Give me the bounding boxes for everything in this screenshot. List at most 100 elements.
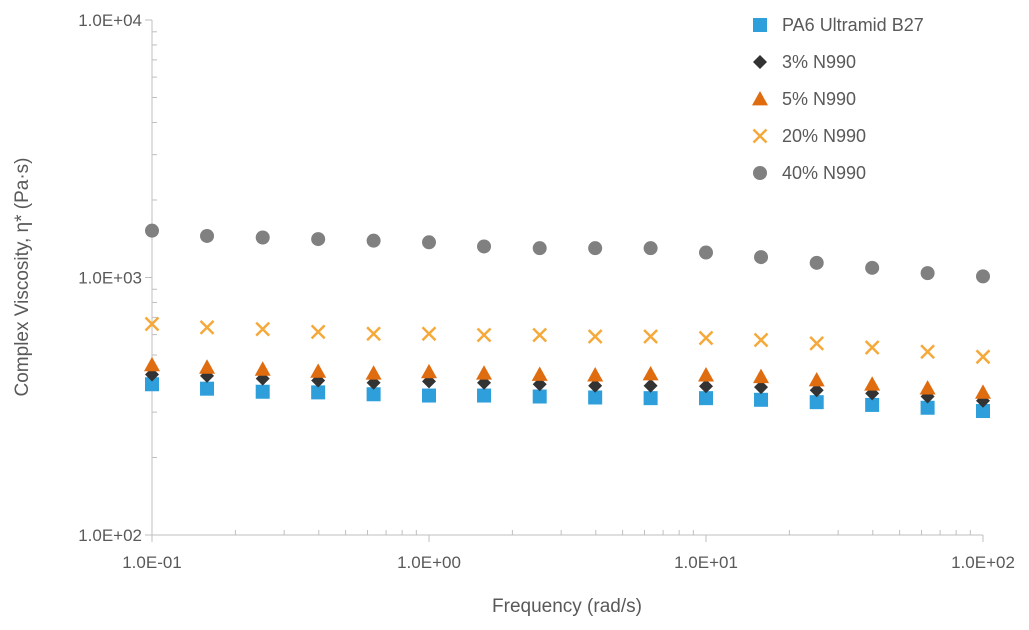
axes	[145, 19, 984, 542]
y-tick-label: 1.0E+02	[78, 526, 142, 545]
data-point	[643, 391, 658, 406]
data-point	[531, 366, 548, 381]
x-tick-label: 1.0E-01	[122, 553, 182, 572]
legend-marker	[753, 18, 767, 32]
data-point	[699, 379, 713, 394]
data-point	[642, 365, 659, 381]
series-0	[145, 377, 990, 419]
legend-marker	[752, 91, 768, 106]
data-point	[532, 389, 547, 404]
data-point	[311, 232, 326, 247]
legend-marker	[753, 55, 767, 69]
data-point	[254, 361, 271, 376]
x-tick-label: 1.0E+00	[397, 553, 461, 572]
data-point	[421, 363, 437, 379]
data-point	[144, 316, 160, 332]
data-point	[144, 356, 160, 372]
data-point	[643, 241, 658, 256]
data-point	[200, 228, 215, 243]
data-point	[976, 269, 990, 284]
legend-label: 3% N990	[782, 52, 856, 72]
series-1	[145, 367, 990, 408]
series-4	[145, 223, 990, 284]
data-point	[809, 335, 825, 351]
data-point	[532, 241, 547, 256]
data-point	[255, 321, 271, 337]
data-point	[975, 384, 991, 399]
data-point	[476, 365, 493, 380]
legend-marker	[752, 128, 768, 144]
data-point	[476, 327, 492, 343]
data-point	[865, 397, 880, 412]
data-point	[865, 260, 880, 275]
data-point	[532, 327, 548, 343]
legend-entry: 40% N990	[753, 163, 866, 183]
x-axis-title: Frequency (rad/s)	[492, 596, 642, 617]
data-point	[200, 381, 215, 396]
data-point	[754, 392, 769, 407]
data-point	[643, 329, 658, 344]
data-point	[864, 340, 880, 355]
data-point	[809, 395, 824, 410]
y-tick-label: 1.0E+04	[78, 11, 142, 30]
data-point	[809, 255, 824, 270]
data-point	[587, 329, 603, 344]
data-point	[753, 368, 770, 384]
data-point	[422, 388, 436, 403]
data-marks	[144, 223, 991, 419]
data-point	[976, 404, 990, 419]
data-point	[199, 359, 216, 374]
series-2	[144, 356, 991, 399]
x-tick-label: 1.0E+01	[674, 553, 738, 572]
legend-entry: 20% N990	[752, 126, 866, 146]
data-point	[698, 330, 714, 346]
data-point	[477, 239, 492, 254]
data-point	[477, 388, 492, 403]
data-point	[588, 241, 603, 256]
data-point	[145, 223, 159, 238]
data-point	[699, 391, 713, 406]
data-point	[311, 385, 326, 400]
data-point	[366, 326, 381, 342]
legend-label: 5% N990	[782, 89, 856, 109]
data-point	[643, 378, 658, 393]
data-point	[310, 324, 326, 340]
data-point	[753, 332, 769, 348]
legend-entry: PA6 Ultramid B27	[753, 15, 924, 35]
data-point	[864, 376, 881, 391]
y-axis-title: Complex Viscosity, η* (Pa·s)	[12, 158, 33, 397]
data-point	[754, 380, 769, 395]
data-point	[422, 235, 436, 250]
data-point	[920, 344, 935, 360]
data-point	[809, 383, 824, 398]
data-point	[919, 380, 936, 395]
legend-entry: 3% N990	[753, 52, 856, 72]
data-point	[310, 363, 327, 378]
data-point	[199, 320, 215, 335]
data-point	[920, 400, 935, 415]
data-point	[421, 326, 437, 342]
data-point	[145, 377, 159, 392]
legend-entry: 5% N990	[752, 89, 856, 109]
data-point	[699, 245, 713, 260]
data-point	[366, 387, 381, 402]
data-point	[255, 230, 270, 245]
data-point	[920, 266, 935, 281]
tick-labels: 1.0E+02 1.0E+03 1.0E+04 1.0E-01 1.0E+00 1.0E+…	[78, 11, 1015, 572]
legend-marker	[753, 166, 767, 180]
data-point	[366, 233, 381, 248]
legend-label: 40% N990	[782, 163, 866, 183]
y-tick-label: 1.0E+03	[78, 269, 142, 288]
legend-label: PA6 Ultramid B27	[782, 15, 924, 35]
legend-label: 20% N990	[782, 126, 866, 146]
data-point	[975, 349, 991, 365]
data-point	[587, 367, 604, 382]
data-point	[754, 250, 769, 265]
data-point	[588, 390, 603, 405]
series-3	[144, 316, 991, 365]
x-tick-label: 1.0E+02	[951, 553, 1015, 572]
data-point	[698, 367, 714, 382]
data-point	[588, 378, 603, 393]
